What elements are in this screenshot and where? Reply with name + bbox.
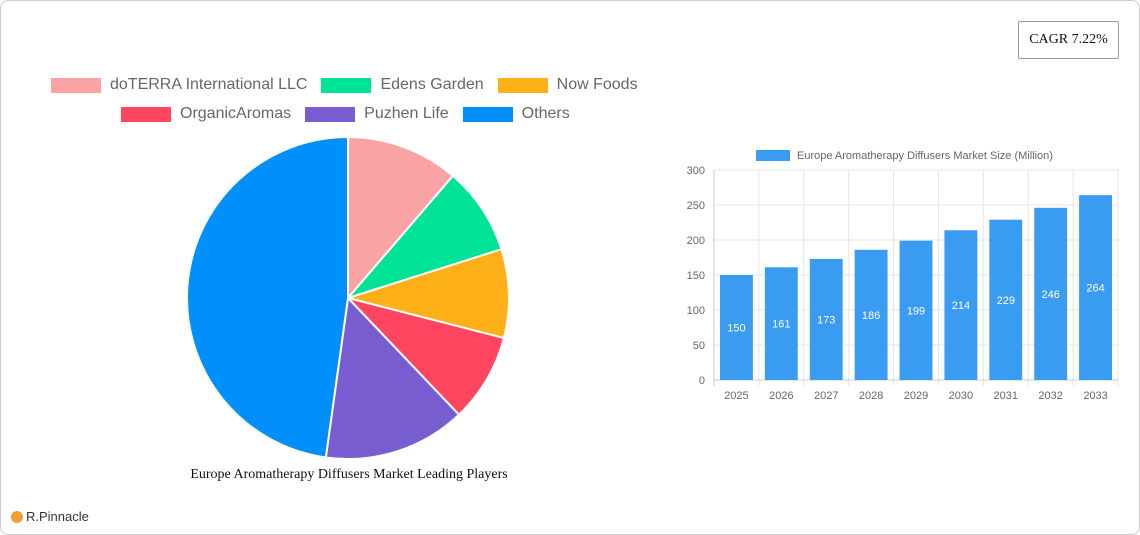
bar[interactable] [764, 267, 798, 380]
pie-slice[interactable] [344, 174, 503, 301]
legend-item[interactable]: Edens Garden [321, 76, 484, 94]
y-tick-label: 250 [687, 200, 705, 212]
bar[interactable] [1034, 207, 1068, 380]
bar[interactable] [720, 275, 753, 380]
legend-item[interactable]: Puzhen Life [305, 105, 449, 123]
logo-icon [11, 510, 23, 523]
pie-legend-row-2: OrganicAromas Puzhen Life Others [121, 105, 570, 123]
bar-data-label: 173 [817, 314, 835, 326]
pie-slice[interactable] [344, 296, 506, 417]
bar[interactable] [1079, 195, 1112, 380]
x-tick-label: 2025 [724, 390, 748, 400]
cagr-badge: CAGR 7.22% [1018, 21, 1119, 59]
legend-label: doTERRA International LLC [110, 76, 308, 93]
pie-chart-title: Europe Aromatherapy Diffusers Market Lea… [190, 467, 508, 482]
bar[interactable] [989, 219, 1023, 380]
x-tick-label: 2030 [949, 390, 973, 400]
legend-label: Puzhen Life [364, 105, 449, 122]
x-tick-label: 2026 [769, 390, 793, 400]
bar-data-label: 214 [952, 300, 970, 312]
pie-slice[interactable] [347, 135, 455, 301]
y-tick-label: 0 [699, 375, 705, 387]
y-tick-label: 300 [687, 165, 705, 177]
pie-slice[interactable] [186, 135, 349, 459]
x-tick-label: 2027 [814, 390, 838, 400]
pie-slice[interactable] [344, 247, 510, 340]
legend-label: Others [521, 105, 570, 122]
legend-item[interactable]: doTERRA International LLC [51, 76, 307, 94]
legend-swatch [121, 106, 171, 122]
pie-chart [186, 135, 510, 460]
x-tick-label: 2032 [1038, 390, 1062, 400]
pie-slice[interactable] [324, 295, 461, 460]
legend-swatch [51, 77, 101, 93]
x-tick-label: 2029 [904, 390, 928, 400]
bar-data-label: 161 [772, 319, 790, 331]
y-tick-label: 150 [687, 270, 705, 282]
y-tick-label: 50 [693, 340, 705, 352]
legend-swatch [305, 106, 356, 122]
pie-legend-row-1: doTERRA International LLC Edens Garden Now… [51, 76, 638, 94]
bar-legend-label[interactable]: Europe Aromatherapy Diffusers Market Siz… [797, 150, 1053, 162]
bar-legend-swatch [756, 150, 790, 161]
y-tick-label: 200 [687, 235, 705, 247]
x-tick-label: 2028 [859, 390, 883, 400]
bar[interactable] [899, 240, 933, 380]
legend-label: Now Foods [556, 76, 638, 93]
legend-swatch [462, 106, 513, 122]
bar-data-label: 229 [997, 295, 1015, 307]
legend-item[interactable]: OrganicAromas [121, 105, 291, 123]
bar-data-label: 186 [862, 310, 880, 322]
bar-data-label: 246 [1041, 289, 1059, 301]
x-tick-label: 2033 [1083, 390, 1107, 400]
legend-item[interactable]: Now Foods [497, 76, 638, 94]
bar-data-label: 150 [727, 323, 745, 335]
legend-item[interactable]: Others [462, 105, 570, 123]
bar[interactable] [944, 230, 978, 380]
bar[interactable] [854, 249, 888, 380]
bar-chart: Europe Aromatherapy Diffusers Market Siz… [687, 150, 1119, 400]
legend-swatch [321, 77, 372, 93]
legend-label: OrganicAromas [180, 105, 292, 122]
logo: R.Pinnacle [11, 509, 89, 524]
logo-text: R.Pinnacle [26, 509, 89, 524]
legend-label: Edens Garden [380, 76, 484, 93]
y-tick-label: 100 [687, 305, 705, 317]
x-tick-label: 2031 [994, 390, 1018, 400]
bar-data-label: 264 [1086, 283, 1104, 295]
bar-data-label: 199 [907, 305, 925, 317]
legend-swatch [497, 77, 548, 93]
bar[interactable] [809, 258, 843, 380]
